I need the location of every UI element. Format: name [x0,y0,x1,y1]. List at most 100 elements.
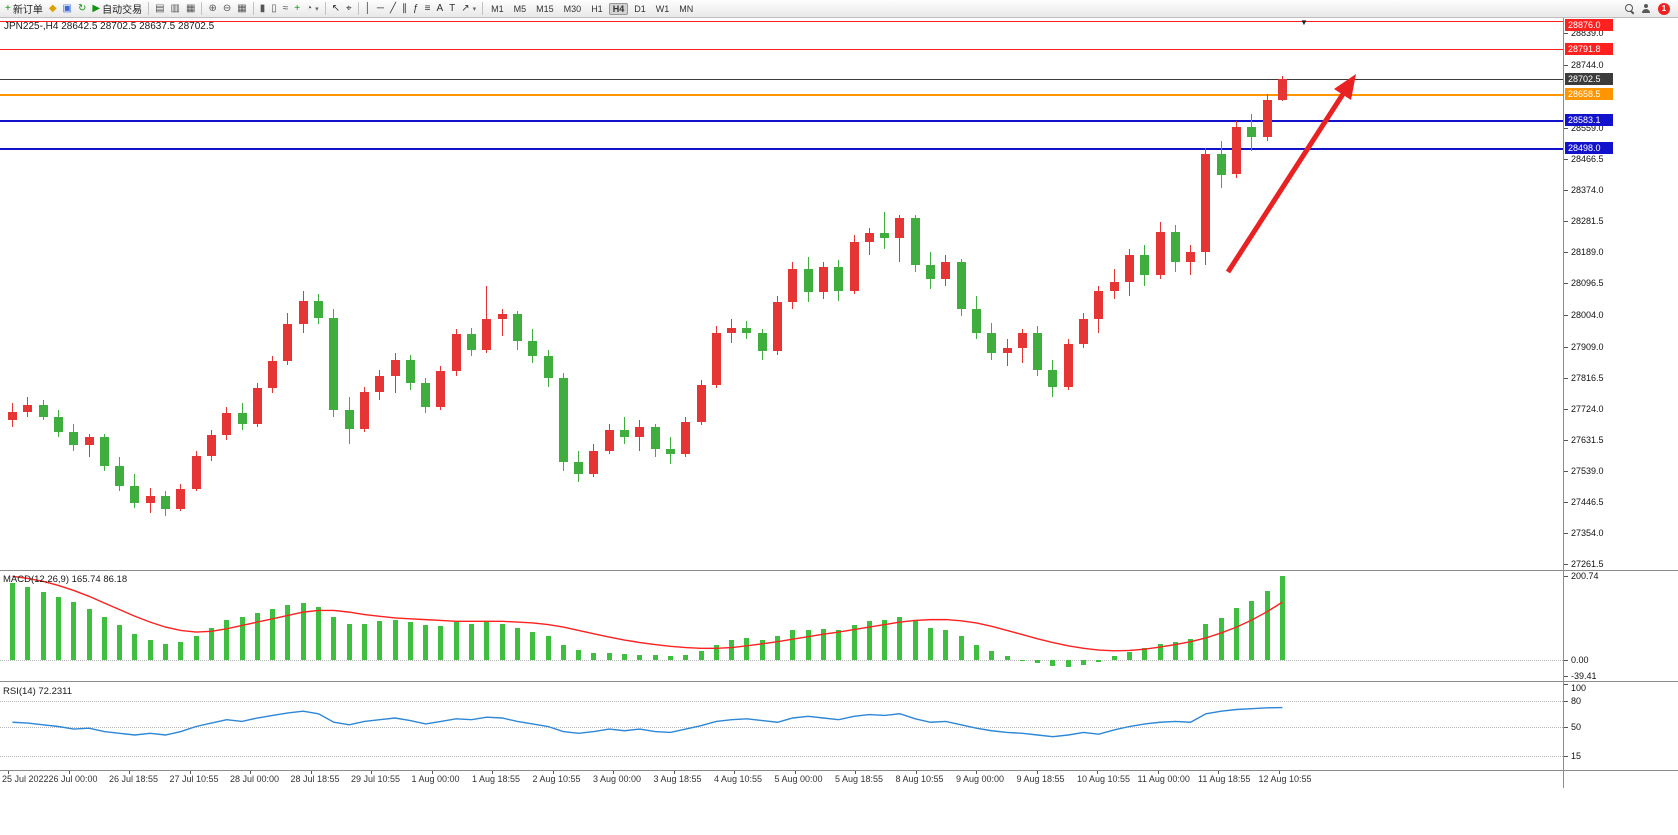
resistance-line-2[interactable] [0,49,1563,50]
panel-separator[interactable] [0,770,1678,771]
macd-histogram-bar [1279,576,1285,660]
periods-icon[interactable]: ◔ ▾ [303,1,322,17]
macd-histogram-bar [1050,659,1056,666]
support-line-2[interactable] [0,148,1563,150]
horizontal-line-icon[interactable]: ─ [374,1,387,17]
rsi-axis-label: 100 [1571,683,1587,693]
candle-body [467,334,476,350]
cascade-windows-icon: ▦ [186,2,196,14]
favorites-icon[interactable]: ◆ [46,1,60,17]
rsi-level-line[interactable] [0,756,1563,758]
cursor-icon[interactable]: ↖ [329,1,343,17]
dropdown-arrow-icon[interactable]: ▾ [315,5,319,13]
line-chart-icon: ≈ [282,2,289,14]
timeframe-h1-button[interactable]: H1 [591,3,603,14]
timeframe-h4-button[interactable]: H4 [608,2,629,15]
time-tick [1278,770,1280,774]
price-tick [1564,252,1568,254]
rsi-level-line[interactable] [0,726,1563,728]
macd-histogram-bar [40,592,46,660]
support-line-1[interactable] [0,120,1563,122]
time-label: 29 Jul 10:55 [351,774,401,784]
vertical-line-icon[interactable]: │ [362,1,374,17]
timeframe-d1-button[interactable]: D1 [634,3,646,14]
zoom-in-icon: ⊕ [208,2,217,14]
tile-vertical-icon[interactable]: ▥ [168,1,183,17]
price-tick [1564,127,1568,129]
candle-wick [884,211,886,249]
panel-separator[interactable] [0,681,1678,682]
crosshair-icon[interactable]: ⌖ [343,1,355,17]
candle-body [161,495,170,510]
fibonacci-icon[interactable]: ƒ [410,1,422,17]
macd-histogram-bar [698,651,704,660]
macd-histogram-bar [331,617,337,660]
resistance-line-1[interactable] [0,21,1563,22]
candlestick-chart-icon[interactable]: ▯ [268,1,280,17]
panel-separator[interactable] [0,570,1678,571]
macd-histogram-bar [163,643,168,660]
new-order-button[interactable]: + 新订单 [2,1,46,17]
candle-body [864,233,874,242]
candle-body [23,405,33,412]
current-price-line[interactable] [0,79,1563,80]
candle-body [589,450,599,475]
macd-histogram-bar [790,630,796,660]
trendline-icon[interactable]: ╱ [387,1,399,17]
price-tick-label: 28466.5 [1571,153,1604,164]
macd-histogram-bar [622,654,627,660]
timeframe-m5-button[interactable]: M5 [513,3,527,14]
chart-shift-marker-icon[interactable]: ▼ [1300,18,1308,27]
time-label: 9 Aug 18:55 [1016,774,1065,784]
dropdown-arrow-icon[interactable]: ▾ [472,5,477,13]
search-icon[interactable] [1625,4,1634,13]
refresh-icon[interactable]: ↻ [75,1,89,17]
refresh-icon: ↻ [78,2,87,14]
ruler-icon[interactable]: ≡ [422,1,434,17]
user-profile-icon[interactable] [1641,3,1651,14]
rsi-axis-tick [1564,756,1568,758]
tile-horizontal-icon[interactable]: ▤ [152,1,167,17]
line-chart-icon[interactable]: ≈ [280,1,292,17]
fibonacci-icon: ƒ [413,2,419,14]
text-label-icon[interactable]: T [446,1,458,17]
orange-level-line[interactable] [0,94,1563,96]
candle-body [482,319,492,350]
indicators-icon[interactable]: + [291,1,303,17]
timeframe-m15-button[interactable]: M15 [536,3,554,14]
time-tick [794,770,796,774]
zoom-out-icon: ⊖ [222,2,232,14]
timeframe-m1-button[interactable]: M1 [491,3,504,14]
macd-histogram-bar [1188,638,1194,660]
tile-windows-icon[interactable]: ▦ [234,1,249,17]
notification-badge[interactable]: 1 [1658,2,1670,15]
text-icon[interactable]: A [433,1,446,17]
macd-histogram-bar [1157,643,1163,660]
candle-body [818,267,828,293]
macd-axis-label: -39.41 [1571,671,1597,681]
price-tick-label: 27354.0 [1571,528,1604,539]
timeframe-w1-button[interactable]: W1 [655,3,670,14]
zoom-out-icon[interactable]: ⊖ [220,1,234,17]
timeframe-m30-button[interactable]: M30 [563,3,582,14]
equidistant-channel-icon[interactable]: ∥ [399,1,410,17]
time-tick [68,770,70,774]
candle-body [436,371,446,407]
candle-body [926,265,935,279]
time-label: 4 Aug 10:55 [714,774,763,784]
arrows-icon[interactable]: ↗ ▾ [458,1,479,17]
candle-body [834,267,844,291]
macd-histogram-bar [193,636,199,660]
rsi-level-line[interactable] [0,701,1563,702]
time-tick [1036,770,1038,774]
time-label: 5 Aug 18:55 [835,774,884,784]
cascade-windows-icon[interactable]: ▦ [183,1,198,17]
zoom-in-icon[interactable]: ⊕ [205,1,219,17]
auto-trading-button[interactable]: ▶ 自动交易 [89,1,145,17]
bar-chart-icon[interactable]: ▮ [257,1,269,17]
accounts-icon[interactable]: ▣ [60,1,75,17]
timeframe-mn-button[interactable]: MN [679,3,694,14]
candle-body [773,302,782,352]
rsi-axis-tick [1564,726,1568,728]
